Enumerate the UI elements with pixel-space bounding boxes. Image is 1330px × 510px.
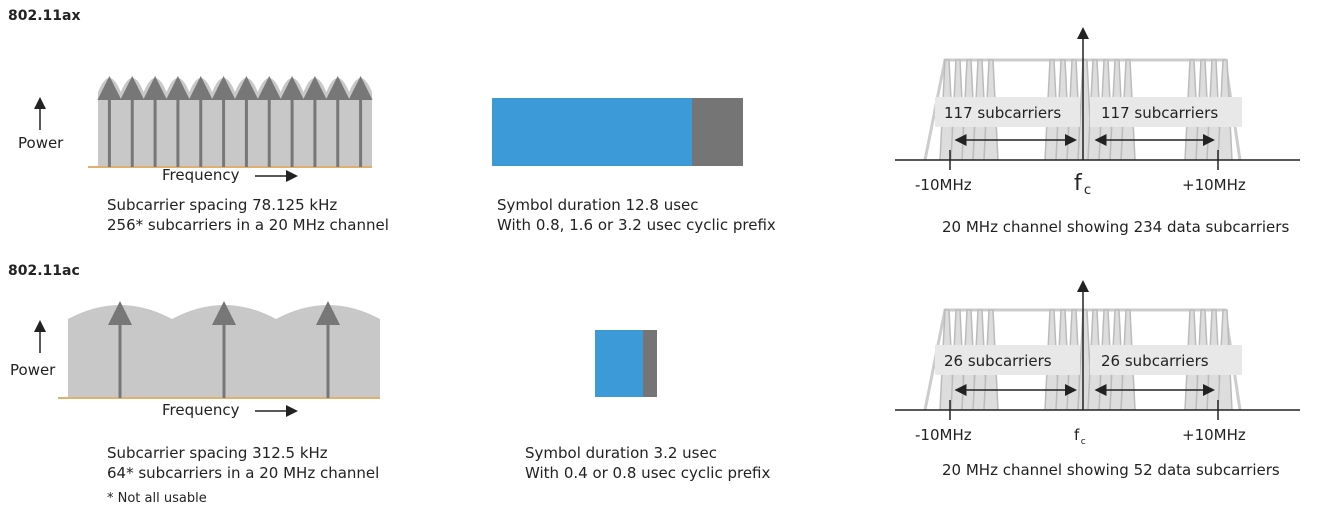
power-label: Power [10, 361, 56, 379]
count-text: 256* subcarriers in a 20 MHz channel [107, 216, 389, 234]
right-box-text: 26 subcarriers [1101, 352, 1209, 370]
cyclic-prefix [692, 98, 743, 166]
left-box-text: 26 subcarriers [944, 352, 1052, 370]
prefix-text: With 0.4 or 0.8 usec cyclic prefix [525, 464, 771, 482]
label-box [1090, 345, 1242, 375]
fc-sub: c [1084, 183, 1091, 198]
low-label: -10MHz [915, 176, 972, 194]
label-box [935, 97, 1080, 127]
frequency-label: Frequency [162, 401, 240, 419]
spectrum [98, 78, 372, 167]
low-label: -10MHz [915, 426, 972, 444]
right-box-text: 117 subcarriers [1101, 104, 1218, 122]
symbol-text: Symbol duration 12.8 usec [497, 196, 699, 214]
section-title: 802.11ax [8, 8, 81, 24]
label-box [935, 345, 1080, 375]
high-label: +10MHz [1182, 426, 1246, 444]
fc-label: f [1074, 426, 1080, 444]
left-box-text: 117 subcarriers [944, 104, 1061, 122]
section-title: 802.11ac [8, 263, 80, 279]
spacing-text: Subcarrier spacing 312.5 kHz [107, 444, 328, 462]
count-text: 64* subcarriers in a 20 MHz channel [107, 464, 379, 482]
frequency-label: Frequency [162, 166, 240, 184]
symbol-text: Symbol duration 3.2 usec [525, 444, 717, 462]
fc-label: f [1074, 171, 1083, 196]
cyclic-prefix [643, 330, 657, 397]
prefix-text: With 0.8, 1.6 or 3.2 usec cyclic prefix [497, 216, 776, 234]
power-label: Power [18, 134, 64, 152]
high-label: +10MHz [1182, 176, 1246, 194]
spacing-text: Subcarrier spacing 78.125 kHz [107, 196, 337, 214]
label-box [1090, 97, 1242, 127]
symbol [595, 330, 643, 397]
channel-caption: 20 MHz channel showing 52 data subcarrie… [942, 461, 1280, 479]
symbol [492, 98, 692, 166]
note: * Not all usable [107, 491, 207, 506]
channel-caption: 20 MHz channel showing 234 data subcarri… [942, 218, 1289, 236]
fc-sub: c [1081, 437, 1086, 447]
